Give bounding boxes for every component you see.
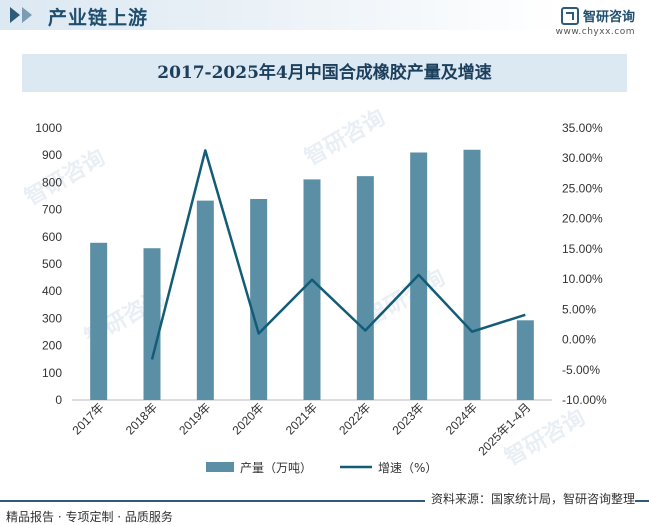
y-right-tick-label: 0.00% xyxy=(562,333,596,347)
x-tick-label: 2023年 xyxy=(390,400,427,437)
y-right-tick-label: 15.00% xyxy=(562,242,603,256)
bar xyxy=(143,248,161,400)
y-right-tick-label: 20.00% xyxy=(562,212,603,226)
y-left-tick-label: 700 xyxy=(42,203,62,217)
footer-slogan: 精品报告 · 专项定制 · 品质服务 xyxy=(6,510,173,524)
brand-logo-icon xyxy=(560,6,579,25)
footer-divider xyxy=(0,500,649,502)
y-right-tick-label: 10.00% xyxy=(562,272,603,286)
x-tick-label: 2017年 xyxy=(70,400,107,437)
y-right-tick-label: 30.00% xyxy=(562,151,603,165)
x-tick-label: 2022年 xyxy=(336,400,373,437)
bar xyxy=(250,198,268,400)
x-tick-label: 2019年 xyxy=(176,400,213,437)
y-right-tick-label: 25.00% xyxy=(562,181,603,195)
chart-title-bar: 2017-2025年4月中国合成橡胶产量及增速 xyxy=(22,54,627,92)
y-left-tick-label: 1000 xyxy=(35,121,62,135)
legend-swatch-bar xyxy=(206,462,234,472)
bar xyxy=(463,149,481,400)
y-right-tick-label: -5.00% xyxy=(562,363,600,377)
page-header: 产业链上游 智研咨询 www.chyxx.com xyxy=(0,0,649,38)
y-right-tick-label: -10.00% xyxy=(562,393,607,407)
bar xyxy=(196,200,214,400)
y-left-tick-label: 400 xyxy=(42,284,62,298)
x-tick-label: 2025年1-4月 xyxy=(475,400,533,458)
chart-title: 2017-2025年4月中国合成橡胶产量及增速 xyxy=(157,63,492,83)
y-left-tick-label: 600 xyxy=(42,230,62,244)
brand: 智研咨询 xyxy=(560,6,635,25)
x-tick-label: 2024年 xyxy=(443,400,480,437)
legend-label-bar: 产量（万吨） xyxy=(240,461,312,475)
bar xyxy=(90,242,108,400)
growth-line xyxy=(150,149,526,360)
header-band xyxy=(0,0,560,30)
brand-url: www.chyxx.com xyxy=(555,27,635,37)
y-left-tick-label: 200 xyxy=(42,339,62,353)
footer: 精品报告 · 专项定制 · 品质服务 资料来源：国家统计局，智研咨询整理 xyxy=(0,490,649,525)
y-left-tick-label: 500 xyxy=(42,257,62,271)
brand-name: 智研咨询 xyxy=(582,10,635,25)
bar xyxy=(303,179,321,400)
bar xyxy=(356,176,374,400)
data-source: 资料来源：国家统计局，智研咨询整理 xyxy=(424,490,635,507)
bar xyxy=(516,320,534,400)
y-left-tick-label: 800 xyxy=(42,175,62,189)
x-tick-label: 2021年 xyxy=(283,400,320,437)
y-right-tick-label: 5.00% xyxy=(562,302,596,316)
x-tick-label: 2018年 xyxy=(123,400,160,437)
y-left-tick-label: 300 xyxy=(42,311,62,325)
chevron-right-icon xyxy=(10,4,34,26)
y-left-tick-label: 0 xyxy=(55,393,62,407)
y-left-tick-label: 100 xyxy=(42,366,62,380)
section-title: 产业链上游 xyxy=(48,7,149,29)
y-left-tick-label: 900 xyxy=(42,148,62,162)
x-tick-label: 2020年 xyxy=(230,400,267,437)
legend-label-line: 增速（%） xyxy=(378,461,437,475)
y-right-tick-label: 35.00% xyxy=(562,121,603,135)
